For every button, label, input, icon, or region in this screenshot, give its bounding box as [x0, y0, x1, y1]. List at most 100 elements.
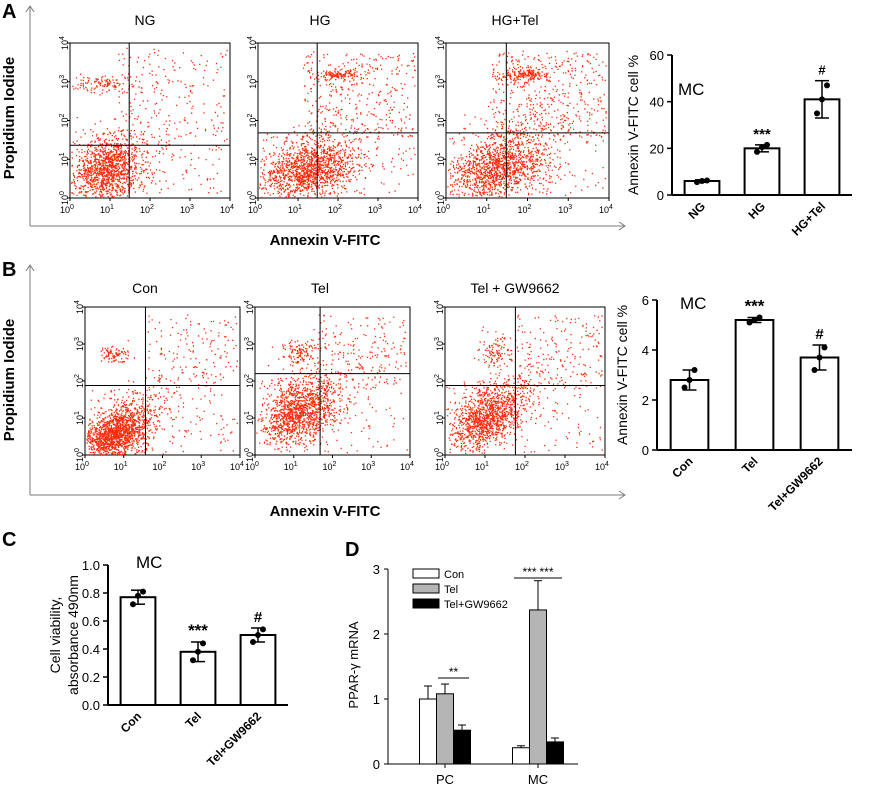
bar-a-ylabel: Annexin V-FITC cell %	[625, 55, 641, 195]
bar-pc-con	[419, 698, 437, 765]
flow-title-hg-tel: HG+Tel	[491, 12, 538, 28]
flow-y-tick-label: 100	[434, 448, 445, 462]
flow-y-tick-label: 102	[247, 113, 258, 127]
flow-title-ng: NG	[135, 12, 156, 28]
flow-event-dots	[447, 50, 607, 199]
flow-x-tick-label: 102	[515, 461, 529, 472]
flow-y-tick-label: 102	[244, 374, 255, 388]
flow-plot-frame	[254, 306, 411, 456]
flow-x-tick-label: 102	[323, 461, 337, 472]
flow-x-tick-label: 101	[477, 204, 491, 215]
y-tick-label: 0	[373, 757, 380, 772]
bar-pc-tel-gw9662	[453, 729, 471, 765]
panel-a-flow-xlabel: Annexin V-FITC	[270, 232, 381, 249]
flow-y-tick-label: 102	[435, 113, 446, 127]
legend-swatch	[412, 598, 440, 609]
y-tick-label: 0.8	[82, 586, 100, 601]
bar-con	[669, 379, 710, 451]
data-point	[691, 367, 698, 373]
category-label: Tel	[739, 454, 761, 476]
flow-x-tick-label: 100	[436, 204, 450, 215]
bar-hg	[743, 147, 781, 196]
data-point	[195, 648, 201, 655]
flow-y-tick-label: 100	[247, 191, 258, 205]
flow-event-dots	[71, 47, 228, 199]
flow-y-tick-label: 104	[59, 36, 70, 50]
flow-x-tick-label: 100	[248, 204, 262, 215]
group-label: PC	[436, 772, 454, 787]
bar-mc-tel	[529, 609, 547, 765]
flow-x-tick-label: 104	[220, 204, 234, 215]
bar-con	[119, 596, 157, 707]
category-label: HG+Tel	[789, 199, 828, 238]
significance-marker: ***	[753, 126, 771, 143]
data-point	[814, 110, 820, 117]
flow-event-dots	[446, 314, 603, 454]
bar-chart-b: 0 2 4 6 Con *** Tel # Tel+GW9662 Annexin V-FITC c…	[614, 293, 852, 514]
flow-title-tel-gw9662: Tel + GW9662	[470, 280, 559, 296]
flow-plot-frame	[257, 42, 419, 199]
y-tick-label: 60	[650, 48, 664, 63]
flow-x-tick-label: 100	[435, 461, 449, 472]
data-point	[255, 632, 261, 638]
y-tick-label: 1	[373, 692, 380, 707]
data-point	[756, 314, 763, 321]
flow-x-tick-label: 103	[558, 204, 572, 215]
flow-y-tick-label: 101	[244, 411, 255, 425]
y-tick-label: 0	[657, 188, 664, 203]
category-label: Tel+GW9662	[766, 454, 826, 514]
bar-chart-a: 0 20 40 60 NG *** HG # HG+Tel Annexin V-FITC cell…	[625, 48, 852, 238]
data-point	[764, 141, 770, 148]
flow-x-tick-label: 101	[100, 204, 114, 215]
y-tick-label: 4	[642, 343, 649, 358]
legend-label: Tel+GW9662	[444, 599, 508, 611]
y-tick-label: 20	[650, 141, 664, 156]
y-tick-label: 3	[373, 562, 380, 577]
data-point	[190, 657, 196, 664]
y-tick-label: 0.4	[82, 642, 100, 657]
flow-y-tick-label: 104	[435, 36, 446, 50]
flow-x-tick-label: 104	[599, 204, 613, 215]
flow-event-dots	[259, 51, 416, 199]
flow-event-dots	[86, 314, 239, 456]
y-tick-label: 0.6	[82, 614, 100, 629]
category-label: Con	[118, 709, 144, 735]
data-point	[686, 377, 693, 383]
legend-label: Tel	[444, 584, 458, 596]
panel-b-frame	[25, 264, 626, 500]
flow-x-tick-label: 101	[114, 461, 128, 472]
flow-y-tick-label: 102	[434, 374, 445, 388]
category-label: Tel+GW9662	[204, 709, 264, 769]
data-point	[811, 367, 818, 373]
panel-b-flow-ylabel: Propidium Iodide	[1, 319, 18, 442]
flow-plot-frame	[69, 42, 231, 199]
flow-y-tick-label: 104	[74, 300, 85, 314]
flow-y-tick-label: 100	[244, 448, 255, 462]
significance-marker: ***	[745, 297, 765, 316]
bar-mc-tel-gw9662	[546, 741, 564, 765]
flow-y-tick-label: 101	[59, 152, 70, 166]
bar-tel-gw9662	[799, 356, 840, 451]
y-tick-label: 6	[642, 293, 649, 308]
flow-x-tick-label: 103	[555, 461, 569, 472]
flow-x-tick-label: 101	[475, 461, 489, 472]
bar-mc-con	[512, 747, 530, 765]
data-point	[140, 588, 146, 595]
flow-y-tick-label: 103	[59, 75, 70, 89]
flow-y-tick-label: 100	[59, 191, 70, 205]
category-label: HG	[745, 199, 768, 222]
significance-marker: #	[254, 609, 263, 626]
flow-event-dots	[256, 314, 408, 454]
flow-y-tick-label: 104	[434, 300, 445, 314]
category-label: Tel	[183, 709, 205, 731]
flow-x-tick-label: 103	[368, 204, 382, 215]
flow-y-tick-label: 104	[244, 300, 255, 314]
bar-pc-tel	[436, 693, 454, 765]
flow-x-tick-label: 104	[230, 461, 244, 472]
data-point	[704, 177, 710, 184]
